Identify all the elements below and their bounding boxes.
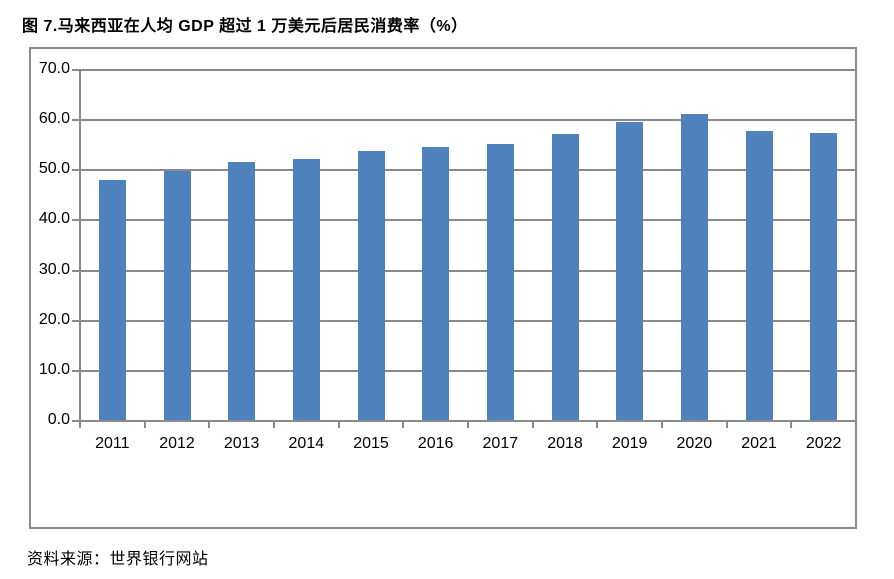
x-axis-tick: [790, 421, 793, 428]
bar-2015: [357, 150, 385, 421]
bar-2022: [810, 132, 838, 421]
y-axis-tick: [72, 369, 80, 372]
x-axis-tick: [467, 421, 469, 428]
x-axis-label: 2013: [223, 435, 260, 452]
y-axis-label: 30.0: [38, 260, 70, 278]
bar-2016: [422, 146, 450, 421]
x-axis-label: 2018: [547, 435, 583, 452]
y-gridline: [80, 119, 856, 122]
bar-2011: [98, 180, 126, 421]
y-axis-label: 50.0: [38, 160, 70, 178]
x-axis-label: 2012: [159, 435, 195, 452]
x-axis-label: 2011: [95, 435, 130, 452]
y-gridline: [80, 369, 856, 372]
y-axis-label: 70.0: [38, 60, 70, 77]
x-axis-label: 2017: [482, 435, 519, 452]
x-axis-tick: [531, 421, 534, 428]
bar-2013: [228, 161, 256, 421]
y-axis-tick: [72, 269, 80, 272]
x-axis-label: 2022: [805, 435, 842, 452]
y-gridline: [80, 219, 856, 222]
y-axis-label: 0.0: [47, 411, 70, 428]
bar-2020: [680, 114, 708, 421]
x-axis-tick: [661, 421, 663, 428]
y-axis-label: 60.0: [38, 110, 70, 128]
x-axis-tick: [79, 421, 81, 428]
y-axis-tick: [72, 69, 80, 71]
x-axis-label: 2021: [741, 435, 777, 452]
x-axis-tick: [725, 421, 728, 428]
y-gridline: [80, 169, 856, 172]
x-axis-label: 2015: [353, 435, 389, 452]
x-axis-tick: [208, 421, 211, 428]
x-axis-tick: [273, 421, 275, 428]
y-gridline: [80, 269, 856, 272]
y-axis-label: 10.0: [38, 360, 70, 378]
y-axis-tick: [72, 420, 80, 422]
y-axis-label: 40.0: [38, 210, 70, 228]
y-axis-tick: [72, 219, 80, 222]
x-axis-tick: [337, 421, 340, 428]
x-axis-tick: [402, 421, 405, 428]
x-axis-tick: [596, 421, 599, 428]
x-axis-label: 2019: [611, 435, 648, 452]
bar-2012: [163, 170, 191, 421]
y-axis: [79, 70, 81, 421]
x-axis-label: 2014: [288, 435, 325, 452]
x-axis-tick: [855, 421, 857, 428]
y-axis-tick: [72, 169, 80, 172]
bar-2018: [551, 133, 579, 421]
bar-2014: [292, 158, 320, 421]
y-axis-tick: [72, 319, 80, 322]
y-axis-tick: [72, 119, 80, 122]
chart-title: 图 7.马来西亚在人均 GDP 超过 1 万美元后居民消费率（%）: [22, 18, 468, 35]
x-axis-label: 2020: [676, 435, 713, 452]
y-axis-label: 20.0: [38, 310, 70, 328]
y-gridline: [80, 319, 856, 322]
source-note: 资料来源：世界银行网站: [27, 551, 209, 568]
bar-2017: [486, 143, 514, 421]
x-axis-tick: [143, 421, 146, 428]
x-axis-label: 2016: [417, 435, 454, 452]
bar-2021: [745, 130, 773, 421]
y-gridline: [80, 69, 856, 71]
bar-2019: [616, 122, 644, 421]
